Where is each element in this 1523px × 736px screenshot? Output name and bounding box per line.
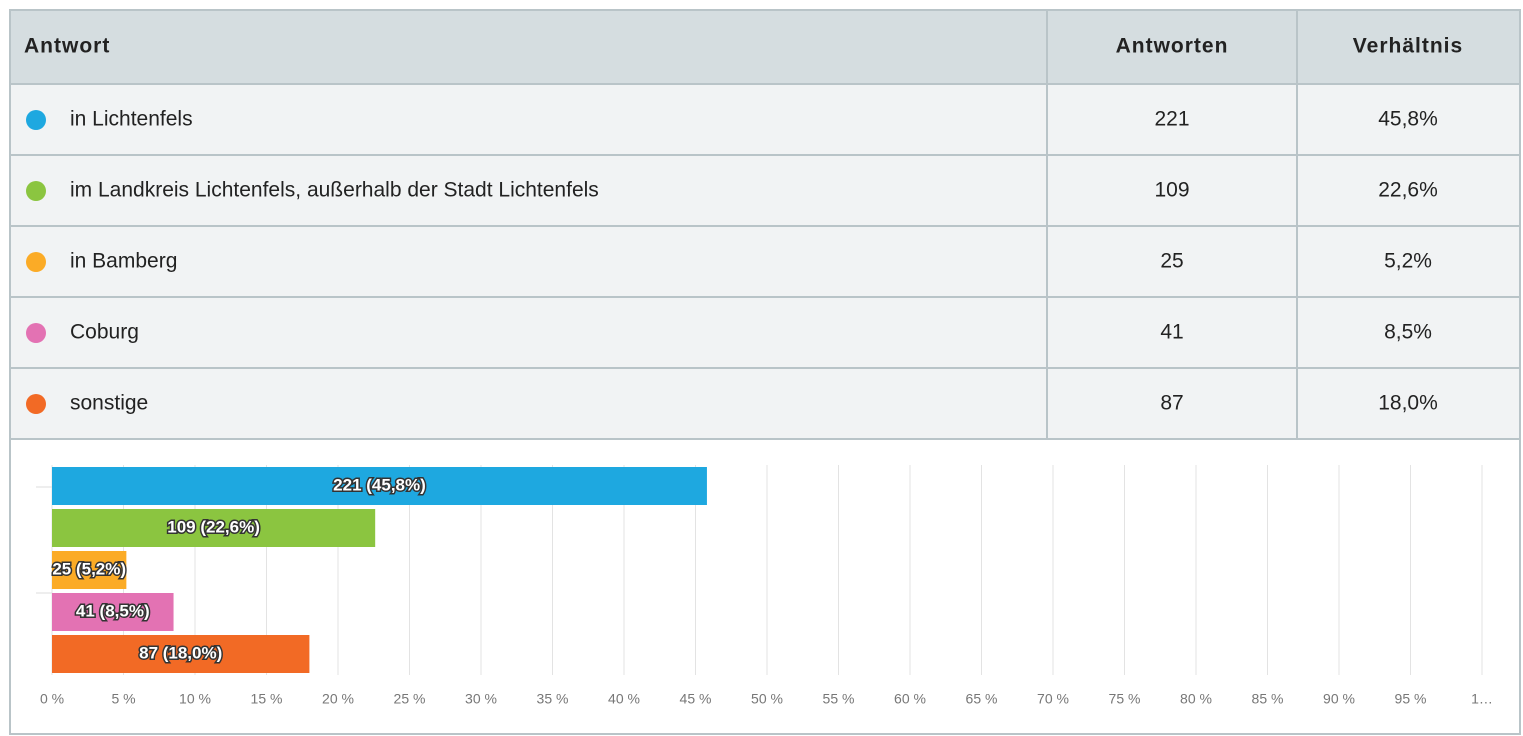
x-tick-label: 95 %	[1395, 691, 1427, 707]
outer-border	[9, 9, 1521, 735]
legend-dot	[26, 323, 46, 343]
x-tick-label: 70 %	[1037, 691, 1069, 707]
table-header-bg	[10, 10, 1520, 84]
bar	[52, 509, 376, 547]
x-tick-label: 0 %	[40, 691, 64, 707]
bar-label: 109 (22,6%)	[167, 517, 260, 536]
legend-dot	[26, 252, 46, 272]
ratio-cell: 18,0%	[1378, 392, 1438, 415]
bar-label: 41 (8,5%)	[76, 601, 150, 620]
header-cell: Antworten	[1116, 35, 1229, 58]
x-tick-label: 5 %	[111, 691, 135, 707]
x-tick-label: 40 %	[608, 691, 640, 707]
bar	[52, 467, 707, 505]
answer-label: im Landkreis Lichtenfels, außerhalb der …	[70, 179, 599, 202]
x-tick-label: 85 %	[1252, 691, 1284, 707]
answer-label: in Bamberg	[70, 250, 177, 273]
ratio-cell: 5,2%	[1384, 250, 1432, 273]
bar-label: 221 (45,8%)	[333, 475, 426, 494]
x-tick-label: 30 %	[465, 691, 497, 707]
x-tick-label: 75 %	[1109, 691, 1141, 707]
bar-label: 87 (18,0%)	[139, 643, 222, 662]
count-cell: 87	[1160, 392, 1183, 415]
answer-label: Coburg	[70, 321, 139, 344]
ratio-cell: 45,8%	[1378, 108, 1438, 131]
x-tick-label: 65 %	[966, 691, 998, 707]
bar	[52, 593, 174, 631]
ratio-cell: 8,5%	[1384, 321, 1432, 344]
x-tick-label: 1…	[1471, 691, 1493, 707]
count-cell: 41	[1160, 321, 1183, 344]
header-cell: Antwort	[24, 35, 110, 58]
bar-label: 25 (5,2%)	[52, 559, 126, 578]
x-tick-label: 35 %	[537, 691, 569, 707]
x-tick-label: 10 %	[179, 691, 211, 707]
table-body-bg	[10, 84, 1520, 439]
answer-label: sonstige	[70, 392, 148, 415]
x-tick-label: 90 %	[1323, 691, 1355, 707]
legend-dot	[26, 110, 46, 130]
x-tick-label: 45 %	[680, 691, 712, 707]
legend-dot	[26, 394, 46, 414]
x-tick-label: 25 %	[394, 691, 426, 707]
x-tick-label: 15 %	[251, 691, 283, 707]
count-cell: 221	[1154, 108, 1189, 131]
bar	[52, 551, 127, 589]
header-cell: Verhältnis	[1353, 35, 1463, 58]
x-tick-label: 50 %	[751, 691, 783, 707]
x-tick-label: 20 %	[322, 691, 354, 707]
answer-label: in Lichtenfels	[70, 108, 193, 131]
count-cell: 25	[1160, 250, 1183, 273]
x-tick-label: 55 %	[823, 691, 855, 707]
ratio-cell: 22,6%	[1378, 179, 1438, 202]
x-tick-label: 80 %	[1180, 691, 1212, 707]
x-tick-label: 60 %	[894, 691, 926, 707]
bar	[52, 635, 310, 673]
legend-dot	[26, 181, 46, 201]
count-cell: 109	[1154, 179, 1189, 202]
